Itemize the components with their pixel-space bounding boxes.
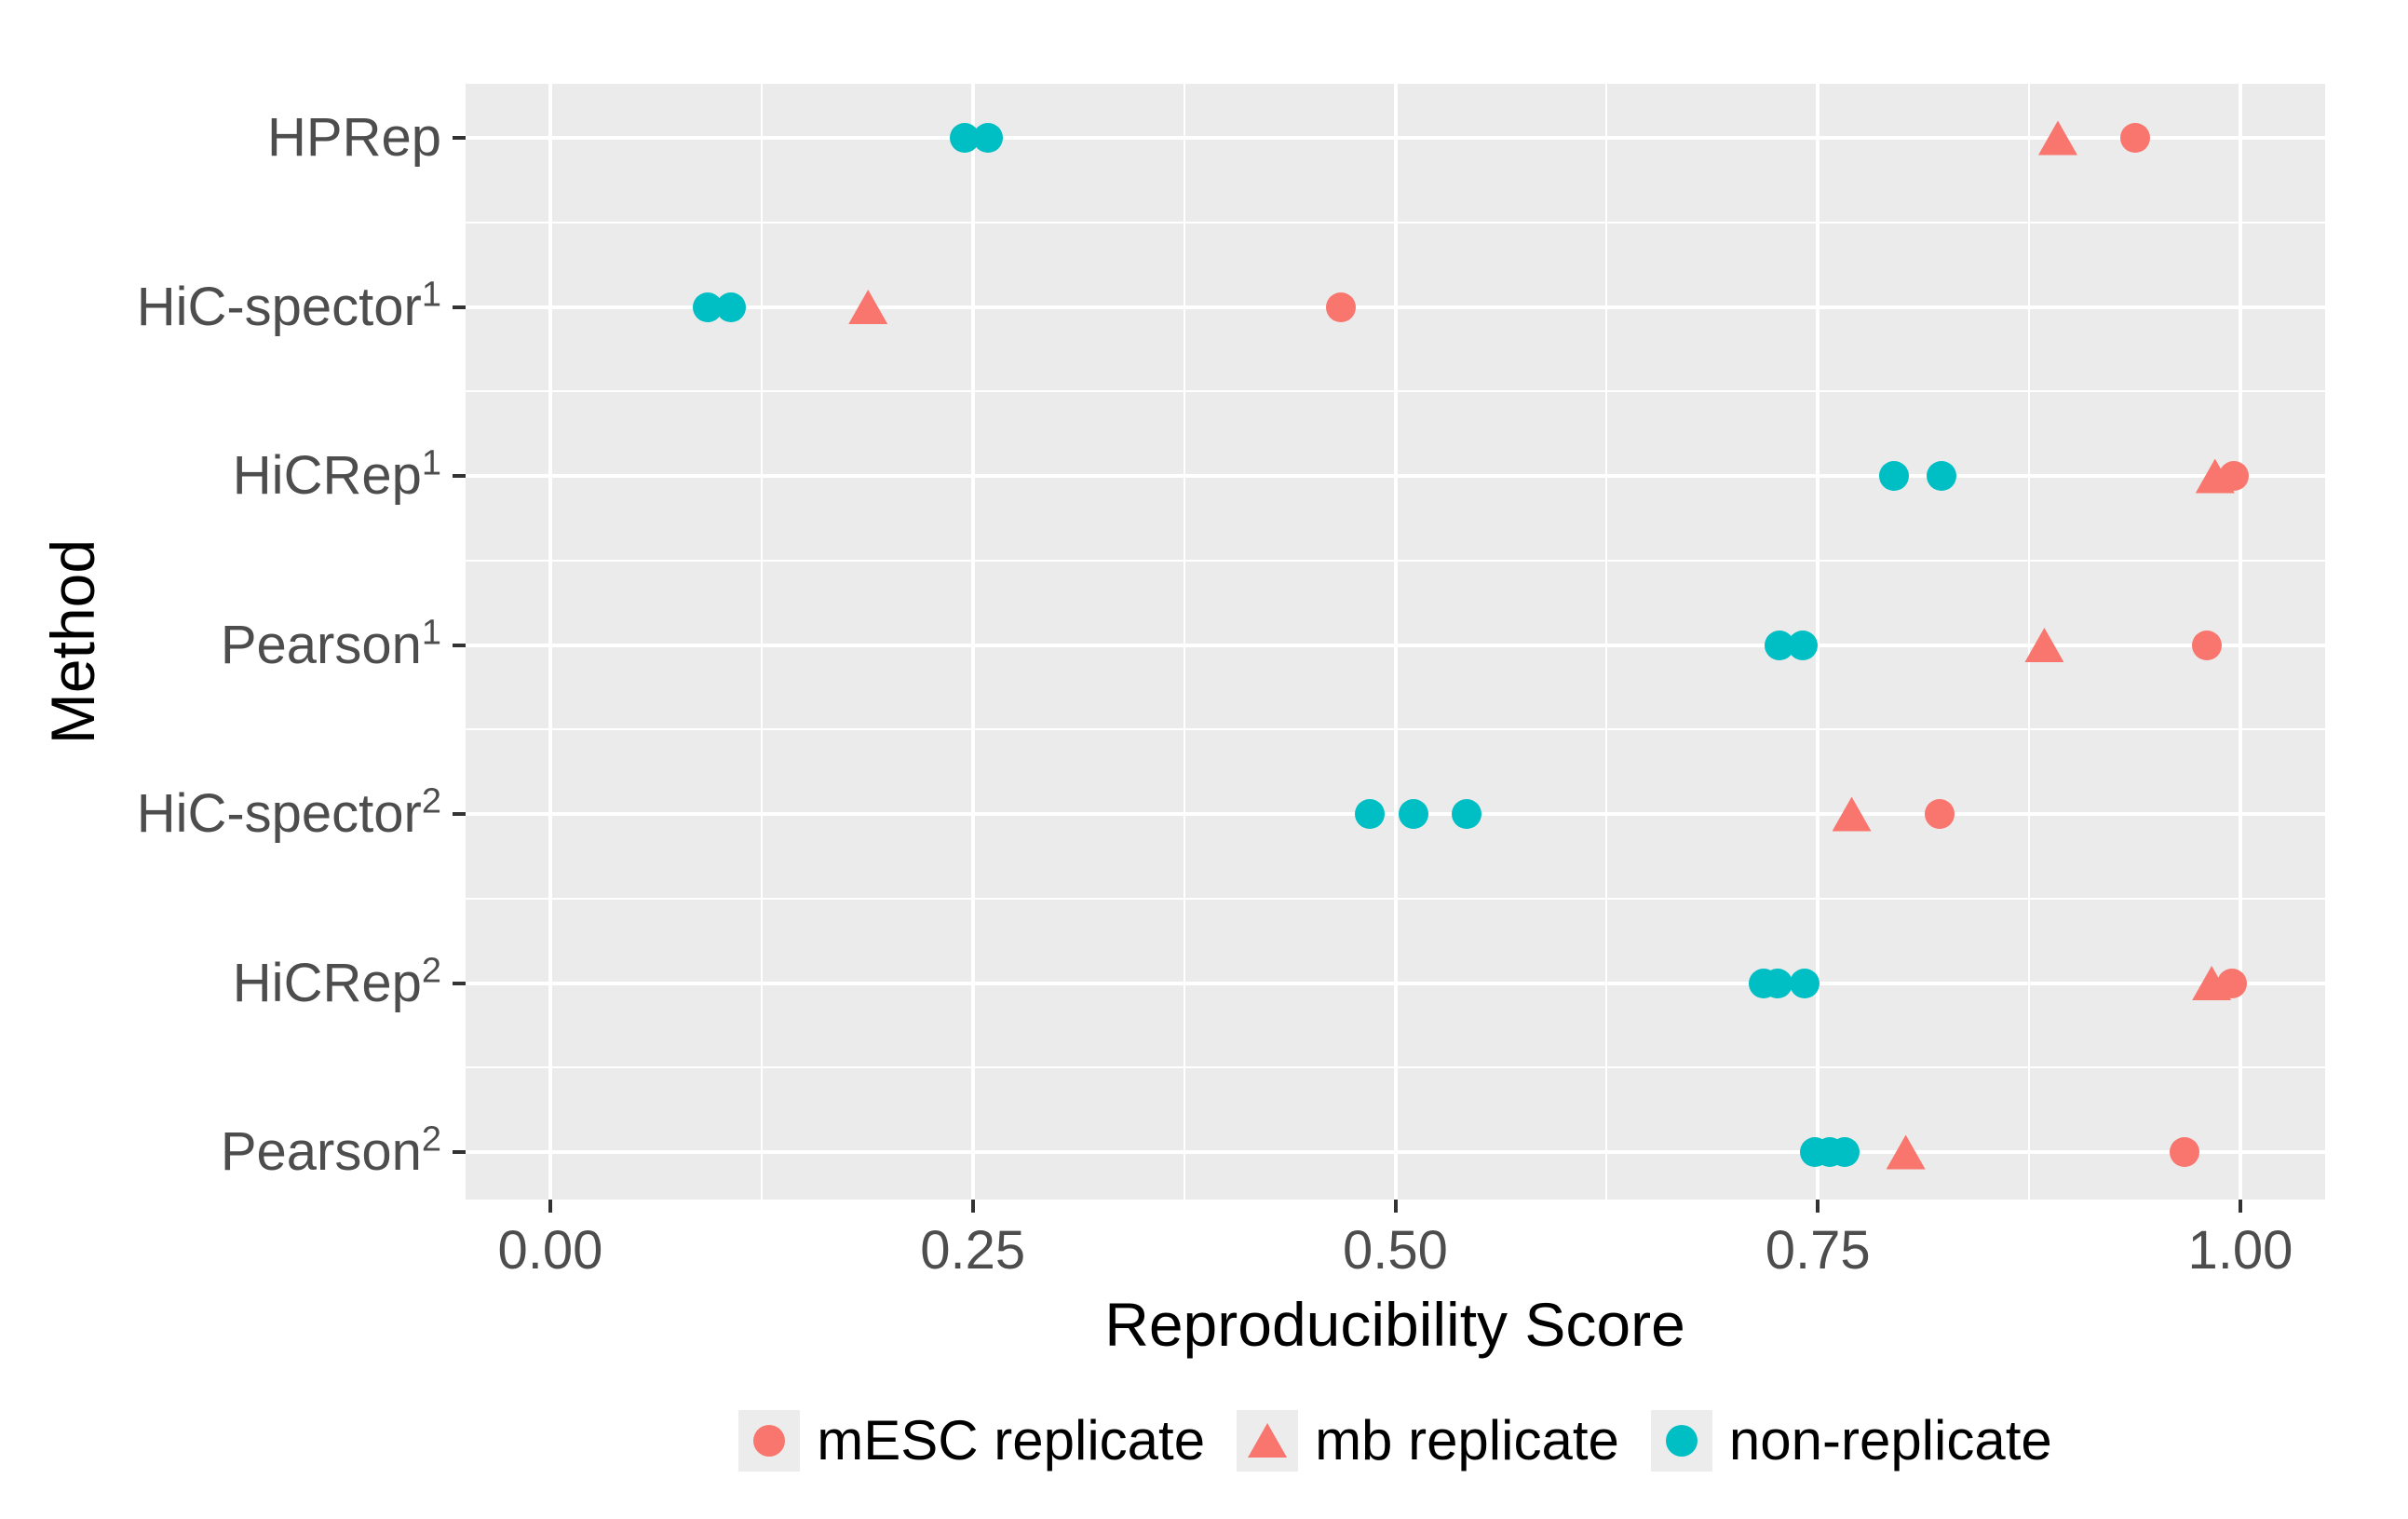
y-axis-tick [453,812,466,816]
data-point-non-replicate [716,292,747,322]
data-point-non-replicate [1355,799,1386,829]
legend: mESC replicate mb replicate non-replicate [466,1408,2325,1472]
y-axis-tick [453,1150,466,1154]
data-point-non-replicate [1787,630,1818,660]
gridline-horizontal-major [466,812,2325,816]
data-point-non-replicate [973,123,1004,153]
legend-label: mb replicate [1315,1409,1619,1472]
y-tick-label-hprep: HPRep [267,107,441,168]
gridline-horizontal-major [466,981,2325,985]
y-axis-tick [453,474,466,478]
data-point-non-replicate [1830,1137,1860,1167]
gridline-horizontal-major [466,1150,2325,1154]
gridline-horizontal-major [466,643,2325,647]
y-tick-label-pearson2: Pearson2 [220,1119,441,1182]
gridline-horizontal-major [466,136,2325,140]
x-tick-label-0.25: 0.25 [920,1220,1026,1281]
x-axis-tick [1393,1200,1398,1213]
data-point-non-replicate [1451,799,1481,829]
legend-item-mb-replicate: mb replicate [1237,1408,1619,1472]
y-axis-tick [453,643,466,647]
x-axis-title: Reproducibility Score [1104,1290,1685,1359]
gridline-horizontal-major [466,305,2325,309]
legend-key [1237,1409,1299,1472]
data-point-non-replicate [1399,799,1429,829]
data-point-mESC-replicate [2216,968,2247,998]
circle-icon [1665,1424,1698,1457]
legend-label: mESC replicate [817,1409,1206,1472]
x-axis-tick [970,1200,975,1213]
data-point-non-replicate [1878,461,1909,491]
x-tick-label-0.50: 0.50 [1343,1220,1448,1281]
y-axis-tick [453,136,466,140]
x-tick-label-0.00: 0.00 [497,1220,603,1281]
gridline-vertical-major [548,84,552,1200]
x-axis-tick [548,1200,552,1213]
gridline-vertical-major [1393,84,1398,1200]
legend-label: non-replicate [1728,1409,2052,1472]
data-point-mESC-replicate [1924,799,1955,829]
legend-key [738,1409,801,1472]
data-point-non-replicate [1926,461,1956,491]
gridline-vertical-minor [1605,84,1608,1200]
x-axis-tick [1816,1200,1820,1213]
plot-panel [466,84,2325,1200]
y-tick-label-pearson1: Pearson1 [220,613,441,675]
gridline-vertical-minor [2028,84,2031,1200]
x-axis-tick [2239,1200,2242,1213]
y-tick-label-hicrep2: HiCRep2 [232,951,441,1013]
gridline-vertical-minor [1183,84,1185,1200]
gridline-vertical-minor [760,84,763,1200]
data-point-non-replicate [1789,968,1820,998]
data-point-mESC-replicate [2191,630,2222,660]
y-tick-label-hic-spector2: HiC-spector2 [136,781,441,844]
data-point-mESC-replicate [2218,461,2249,491]
circle-icon [753,1424,786,1457]
legend-key [1650,1409,1712,1472]
legend-item-mESC-replicate: mESC replicate [738,1408,1205,1472]
gridline-horizontal-major [466,474,2325,478]
triangle-icon [1248,1423,1288,1458]
x-tick-label-0.75: 0.75 [1765,1220,1871,1281]
y-axis-tick [453,305,466,309]
gridline-vertical-major [2239,84,2242,1200]
gridline-vertical-major [970,84,975,1200]
data-point-mESC-replicate [2120,123,2151,153]
data-point-non-replicate [1762,968,1792,998]
gridline-vertical-major [1816,84,1820,1200]
y-axis-tick [453,981,466,985]
y-tick-label-hic-spector1: HiC-spector1 [136,275,441,337]
data-point-mESC-replicate [1326,292,1357,322]
data-point-mESC-replicate [2170,1137,2200,1167]
x-tick-label-1.00: 1.00 [2187,1220,2293,1281]
y-tick-label-hicrep1: HiCRep1 [232,443,441,506]
legend-item-non-replicate: non-replicate [1650,1408,2052,1472]
